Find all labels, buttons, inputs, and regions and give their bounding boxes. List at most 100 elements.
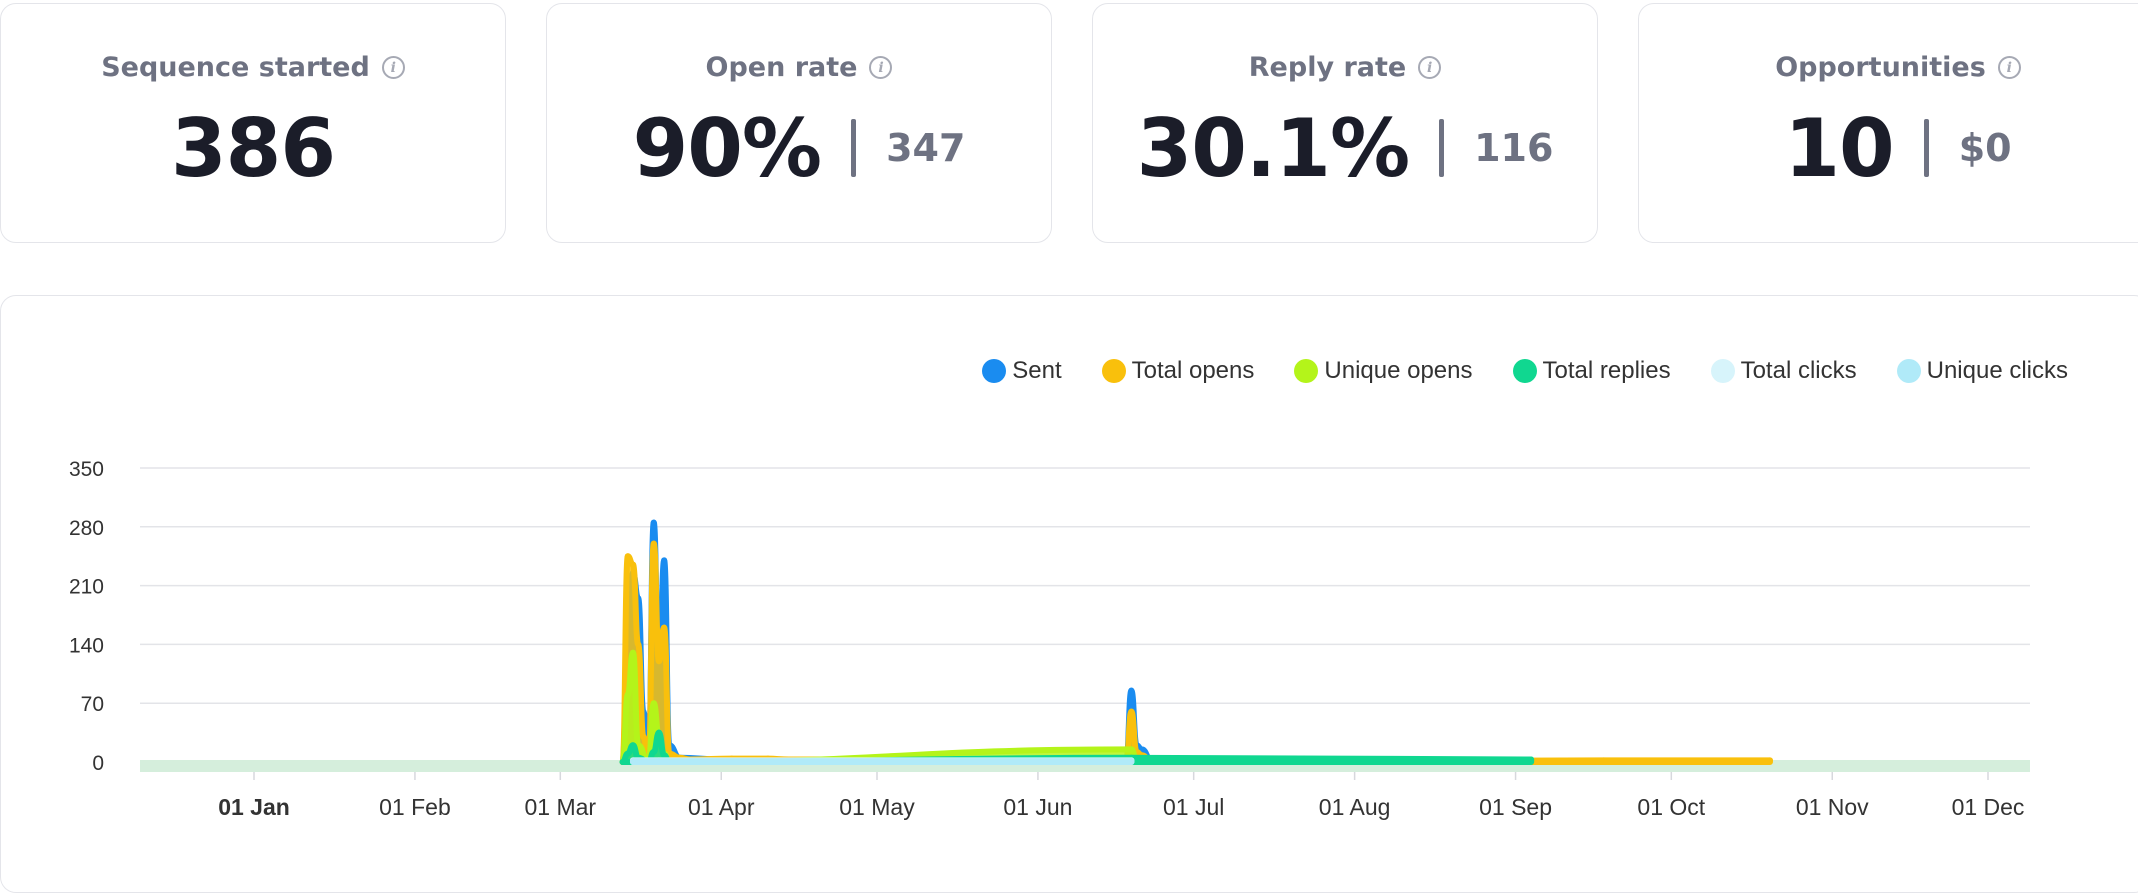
- legend-item-sent[interactable]: Sent: [982, 357, 1062, 385]
- data-point-total-opens: [624, 553, 631, 560]
- y-tick-label: 140: [69, 634, 104, 657]
- data-point-total-opens: [629, 561, 636, 568]
- data-point-unique-opens: [624, 691, 631, 698]
- x-tick-label: 01 Mar: [525, 794, 597, 820]
- stat-card-sequence-started: Sequence started i 386: [0, 3, 506, 243]
- data-point-sent: [1128, 687, 1135, 694]
- data-point-total-opens: [661, 624, 668, 631]
- data-point-total-opens: [1128, 708, 1135, 715]
- card-main-value: 386: [171, 101, 336, 195]
- card-main-value: 10: [1784, 101, 1894, 195]
- y-tick-label: 70: [81, 693, 104, 716]
- legend-label: Total clicks: [1740, 357, 1857, 384]
- chart-card: [0, 295, 2138, 893]
- info-icon[interactable]: i: [869, 56, 893, 79]
- card-value: 386: [1, 100, 505, 196]
- value-separator: [1923, 119, 1929, 177]
- x-tick-label: 01 Apr: [688, 794, 755, 820]
- card-title-label: Reply rate: [1248, 52, 1407, 83]
- x-tick-label: 01 Aug: [1319, 794, 1391, 820]
- card-title-label: Open rate: [705, 52, 858, 83]
- x-tick-label: 01 Nov: [1796, 794, 1869, 820]
- data-point-total-opens: [655, 658, 662, 665]
- x-tick-label: 01 Oct: [1637, 794, 1705, 820]
- data-point-unique-clicks: [629, 758, 636, 765]
- info-icon[interactable]: i: [381, 56, 405, 79]
- stat-card-reply-rate: Reply rate i 30.1% 116: [1092, 3, 1598, 243]
- card-title: Opportunities i: [1639, 52, 2138, 83]
- legend-marker: [982, 359, 1007, 383]
- card-value: 90% 347: [547, 100, 1051, 196]
- card-main-value: 90%: [632, 101, 822, 195]
- x-tick-label: 01 Jun: [1003, 794, 1072, 820]
- card-main-value: 30.1%: [1136, 101, 1411, 195]
- data-point-unique-clicks: [1128, 758, 1135, 765]
- chart-legend: Sent Total opens Unique opens Total repl…: [982, 357, 2068, 385]
- data-point-total-opens: [640, 733, 647, 740]
- x-tick-label: 01 May: [839, 794, 915, 820]
- card-secondary-value: 116: [1474, 126, 1554, 170]
- data-point-sent: [661, 557, 668, 564]
- series-area-sent: [619, 519, 1156, 765]
- card-title: Reply rate i: [1093, 52, 1597, 83]
- data-point-unique-opens: [629, 649, 636, 656]
- data-point-unique-opens: [650, 700, 657, 707]
- legend-marker: [1710, 359, 1735, 383]
- card-title: Sequence started i: [1, 52, 505, 83]
- card-secondary-value: 347: [886, 126, 966, 170]
- card-value: 10 $0: [1639, 100, 2138, 196]
- legend-item-total-opens[interactable]: Total opens: [1101, 357, 1255, 385]
- legend-item-unique-opens[interactable]: Unique opens: [1294, 357, 1473, 385]
- legend-item-unique-clicks[interactable]: Unique clicks: [1896, 357, 2068, 385]
- legend-label: Unique opens: [1324, 357, 1473, 384]
- card-title: Open rate i: [547, 52, 1051, 83]
- legend-item-total-clicks[interactable]: Total clicks: [1710, 357, 1857, 385]
- legend-item-total-replies[interactable]: Total replies: [1512, 357, 1671, 385]
- series-area-unique-opens: [619, 649, 1140, 765]
- data-point-total-opens: [650, 540, 657, 547]
- value-separator: [851, 119, 857, 177]
- card-title-label: Sequence started: [101, 52, 370, 83]
- y-tick-label: 210: [69, 576, 104, 599]
- data-point-total-replies: [1528, 756, 1535, 763]
- x-tick-label: 01 Jul: [1163, 794, 1224, 820]
- legend-marker: [1294, 359, 1319, 383]
- x-tick-label: 01 Jan: [218, 794, 290, 820]
- data-point-total-replies: [661, 752, 668, 759]
- x-tick-label: 01 Sep: [1479, 794, 1552, 820]
- x-tick-label: 01 Dec: [1952, 794, 2025, 820]
- info-icon[interactable]: i: [1997, 56, 2021, 79]
- y-tick-label: 280: [69, 517, 104, 540]
- data-point-total-replies: [629, 742, 636, 749]
- legend-label: Total opens: [1131, 357, 1255, 384]
- data-point-total-opens: [1600, 757, 1607, 764]
- series-area-unique-clicks: [629, 758, 1135, 765]
- data-point-total-replies: [650, 748, 657, 755]
- value-separator: [1439, 119, 1445, 177]
- card-value: 30.1% 116: [1093, 100, 1597, 196]
- stat-card-opportunities: Opportunities i 10 $0: [1638, 3, 2138, 243]
- data-point-total-opens: [635, 641, 642, 648]
- card-title-label: Opportunities: [1775, 52, 1986, 83]
- stat-card-open-rate: Open rate i 90% 347: [546, 3, 1052, 243]
- card-secondary-value: $0: [1958, 126, 2012, 170]
- data-point-total-replies: [619, 759, 626, 765]
- data-point-unique-clicks: [655, 758, 662, 765]
- series-area-total-opens: [619, 540, 1773, 765]
- data-point-sent: [650, 519, 657, 526]
- legend-marker: [1512, 359, 1537, 383]
- legend-marker: [1101, 359, 1126, 383]
- legend-label: Unique clicks: [1926, 357, 2068, 384]
- legend-label: Sent: [1012, 357, 1062, 384]
- legend-label: Total replies: [1542, 357, 1671, 384]
- y-tick-label: 350: [69, 458, 104, 481]
- data-point-total-replies: [624, 750, 631, 757]
- data-point-unique-opens: [1128, 746, 1135, 753]
- x-tick-label: 01 Feb: [379, 794, 451, 820]
- data-point-total-opens: [1766, 757, 1773, 764]
- data-point-total-replies: [655, 729, 662, 736]
- legend-marker: [1896, 359, 1921, 383]
- info-icon[interactable]: i: [1418, 56, 1442, 79]
- y-tick-label: 0: [92, 752, 104, 775]
